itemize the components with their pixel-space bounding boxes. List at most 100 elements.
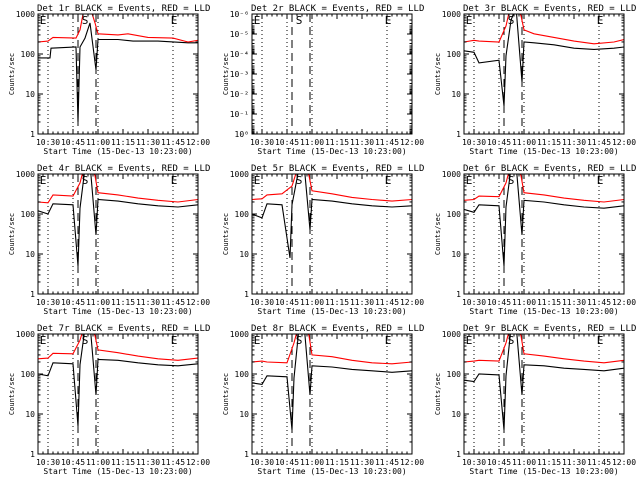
marker-e: E	[385, 174, 392, 187]
x-tick-label: 11:00	[86, 298, 110, 307]
series-events	[252, 334, 412, 430]
panel-frame	[251, 13, 413, 135]
x-tick-label: 10:45	[61, 138, 85, 147]
y-tick-label: 1	[456, 290, 461, 299]
x-axis-label: Start Time (15-Dec-13 10:23:00)	[43, 147, 192, 156]
y-tick-label: 1	[244, 450, 249, 459]
x-tick-label: 10:30	[36, 138, 60, 147]
x-tick-label: 11:00	[300, 298, 324, 307]
y-axis-label: Counts/sec	[222, 213, 230, 255]
x-tick-label: 10:45	[61, 458, 85, 467]
x-tick-label: 11:30	[562, 298, 586, 307]
x-tick-label: 11:00	[512, 298, 536, 307]
x-tick-label: 11:45	[161, 298, 185, 307]
y-axis-label: Counts/sec	[222, 53, 230, 95]
x-tick-label: 11:45	[161, 138, 185, 147]
marker-s: S	[296, 334, 303, 347]
x-tick-label: 12:00	[186, 458, 210, 467]
panel-series	[252, 334, 412, 430]
y-tick-label: 100	[235, 210, 250, 219]
x-tick-label: 11:45	[587, 458, 611, 467]
x-axis-label: Start Time (15-Dec-13 10:23:00)	[469, 467, 618, 476]
marker-e: E	[254, 174, 261, 187]
x-tick-label: 10:30	[462, 458, 486, 467]
x-tick-label: 10:45	[487, 458, 511, 467]
x-tick-label: 10:30	[462, 298, 486, 307]
marker-e: E	[171, 334, 178, 347]
marker-s: S	[82, 334, 89, 347]
series-lld	[464, 174, 624, 203]
marker-e: E	[171, 174, 178, 187]
marker-e: E	[40, 334, 47, 347]
panel-frame	[463, 173, 625, 295]
x-tick-label: 11:15	[325, 298, 349, 307]
x-tick-label: 11:15	[537, 298, 561, 307]
y-tick-label: 100	[235, 370, 250, 379]
x-tick-label: 10:30	[36, 458, 60, 467]
x-axis-label: Start Time (15-Dec-13 10:23:00)	[43, 307, 192, 316]
x-tick-label: 11:30	[350, 138, 374, 147]
panel-series	[252, 174, 412, 258]
marker-s: S	[508, 174, 515, 187]
series-lld	[38, 334, 198, 361]
marker-e: E	[597, 174, 604, 187]
y-axis-label: Counts/sec	[434, 213, 442, 255]
panel-frame	[37, 13, 199, 135]
y-tick-label: 10	[25, 250, 35, 259]
x-axis-label: Start Time (15-Dec-13 10:23:00)	[257, 147, 406, 156]
marker-s: S	[82, 174, 89, 187]
y-tick-label: 10⁻⁶	[230, 10, 249, 19]
y-tick-label: 100	[21, 210, 36, 219]
panel-title: Det 6r BLACK = Events, RED = LLD	[463, 164, 636, 174]
y-tick-label: 10	[451, 90, 461, 99]
x-tick-label: 10:30	[462, 138, 486, 147]
series-events	[252, 174, 412, 258]
x-tick-label: 11:30	[136, 138, 160, 147]
x-tick-label: 11:30	[562, 138, 586, 147]
x-tick-label: 11:00	[300, 138, 324, 147]
x-tick-label: 12:00	[400, 138, 424, 147]
x-tick-label: 12:00	[400, 458, 424, 467]
x-tick-label: 11:45	[375, 298, 399, 307]
y-tick-label: 100	[447, 370, 462, 379]
series-lld	[464, 14, 624, 45]
y-axis-label: Counts/sec	[434, 53, 442, 95]
y-tick-label: 1	[30, 290, 35, 299]
series-lld	[38, 174, 198, 204]
series-events	[38, 174, 198, 267]
panel-series	[38, 174, 198, 267]
marker-s: S	[296, 174, 303, 187]
y-tick-label: 1000	[442, 330, 461, 339]
x-tick-label: 11:30	[350, 298, 374, 307]
panel-series	[38, 334, 198, 427]
marker-e: E	[466, 14, 473, 27]
y-tick-label: 1	[30, 450, 35, 459]
x-tick-label: 12:00	[186, 298, 210, 307]
panel-title: Det 4r BLACK = Events, RED = LLD	[37, 164, 210, 174]
y-tick-label: 1	[456, 130, 461, 139]
panel-title: Det 1r BLACK = Events, RED = LLD	[37, 4, 210, 14]
marker-s: S	[82, 14, 89, 27]
x-tick-label: 11:00	[512, 458, 536, 467]
series-lld	[38, 14, 198, 43]
panel-series	[464, 334, 624, 430]
panel-title: Det 9r BLACK = Events, RED = LLD	[463, 324, 636, 334]
marker-e: E	[254, 334, 261, 347]
x-tick-label: 12:00	[612, 138, 636, 147]
y-tick-label: 10	[239, 250, 249, 259]
marker-e: E	[40, 174, 47, 187]
x-tick-label: 10:45	[487, 138, 511, 147]
y-tick-label: 100	[21, 50, 36, 59]
panel-title: Det 5r BLACK = Events, RED = LLD	[251, 164, 424, 174]
y-tick-label: 1	[30, 130, 35, 139]
x-tick-label: 10:45	[275, 298, 299, 307]
x-tick-label: 11:15	[111, 298, 135, 307]
x-tick-label: 10:30	[250, 138, 274, 147]
